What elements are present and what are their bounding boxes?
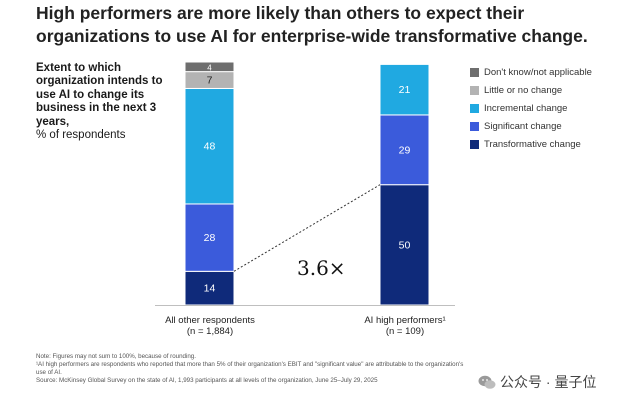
bar-value-label: 4 bbox=[207, 63, 212, 72]
legend-swatch bbox=[470, 86, 479, 96]
chart-title: High performers are more likely than oth… bbox=[36, 3, 588, 46]
legend-swatch bbox=[470, 121, 479, 131]
bar-segment bbox=[379, 184, 430, 306]
comparison-connector bbox=[233, 184, 381, 272]
footnote-definition-cont: use of AI. bbox=[36, 369, 62, 376]
bar-value-label: 29 bbox=[399, 144, 411, 156]
bar-segment bbox=[184, 87, 235, 205]
x-label-all-other: All other respondents (n = 1,884) bbox=[140, 315, 280, 337]
watermark: 公众号 · 量子位 bbox=[478, 372, 596, 392]
subtitle-bold: Extent to which organization intends to … bbox=[36, 62, 163, 128]
x-label-all-other-name: All other respondents bbox=[165, 315, 255, 326]
bar-value-label: 14 bbox=[204, 283, 216, 295]
bar-value-label: 48 bbox=[204, 141, 216, 153]
bar-segment bbox=[379, 114, 430, 186]
legend-label: Little or no change bbox=[484, 85, 563, 97]
legend-item: Transformative change bbox=[470, 135, 592, 153]
legend-item: Don't know/not applicable bbox=[470, 64, 592, 82]
legend-swatch bbox=[470, 103, 479, 113]
legend-label: Transformative change bbox=[484, 138, 581, 150]
footnote-definition: ¹AI high performers are respondents who … bbox=[36, 361, 464, 368]
legend-swatch bbox=[470, 68, 479, 78]
bar-value-label: 28 bbox=[204, 232, 216, 244]
legend-label: Don't know/not applicable bbox=[484, 67, 592, 79]
legend-label: Incremental change bbox=[484, 102, 568, 114]
wechat-icon bbox=[478, 375, 496, 389]
x-label-high-performers-n: (n = 109) bbox=[385, 326, 425, 337]
x-label-high-performers: AI high performers¹ (n = 109) bbox=[335, 315, 475, 337]
ratio-annotation: 3.6× bbox=[297, 256, 346, 280]
footnote-rounding: Note: Figures may not sum to 100%, becau… bbox=[36, 353, 196, 360]
bar-value-label: 7 bbox=[207, 75, 213, 87]
chart-subtitle: Extent to which organization intends to … bbox=[36, 62, 166, 142]
x-label-high-performers-name: AI high performers¹ bbox=[364, 315, 446, 326]
legend-item: Incremental change bbox=[470, 100, 592, 118]
legend-label: Significant change bbox=[484, 120, 562, 132]
legend-swatch bbox=[470, 139, 479, 149]
legend-item: Little or no change bbox=[470, 82, 592, 100]
x-label-all-other-n: (n = 1,884) bbox=[186, 326, 234, 337]
footnotes: Note: Figures may not sum to 100%, becau… bbox=[36, 353, 626, 385]
legend-item: Significant change bbox=[470, 117, 592, 135]
bar-segment bbox=[184, 61, 235, 73]
bar-segment bbox=[379, 63, 430, 116]
watermark-text: 公众号 · 量子位 bbox=[500, 374, 597, 390]
footnote-source: Source: McKinsey Global Survey on the st… bbox=[36, 377, 378, 384]
subtitle-unit: % of respondents bbox=[36, 129, 126, 142]
bar-value-label: 21 bbox=[399, 84, 411, 96]
bar-value-label: 50 bbox=[399, 239, 411, 251]
legend: Don't know/not applicable Little or no ch… bbox=[470, 64, 592, 153]
